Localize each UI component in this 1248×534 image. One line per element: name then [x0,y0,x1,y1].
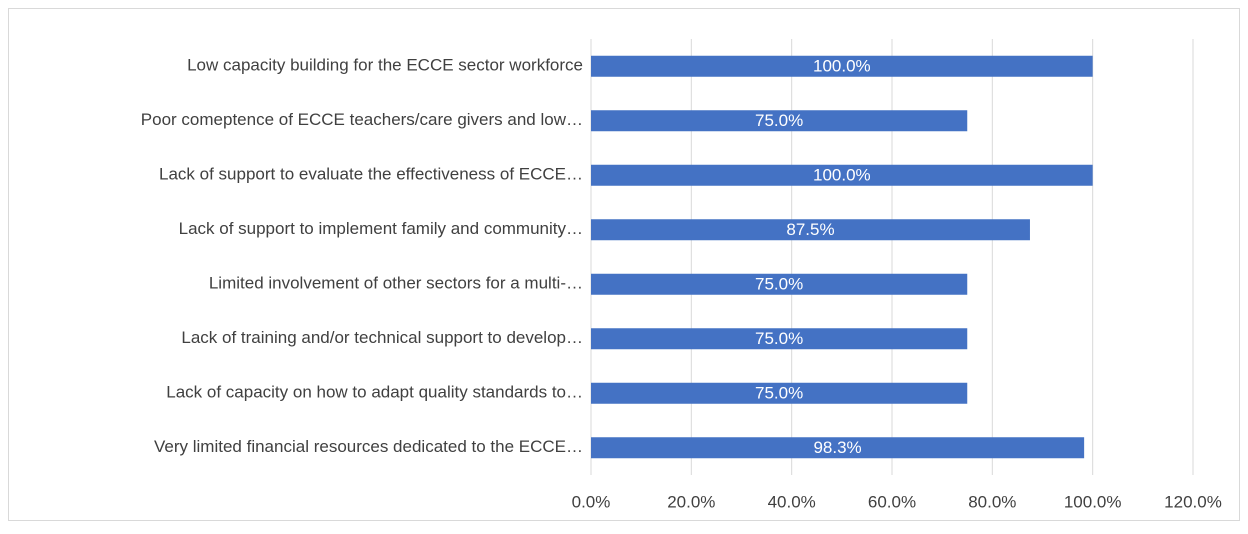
data-label: 75.0% [755,275,803,294]
data-label: 75.0% [755,111,803,130]
y-tick-label: Lack of training and/or technical suppor… [181,328,583,347]
x-tick-label: 20.0% [667,492,715,511]
y-tick-label: Poor comeptence of ECCE teachers/care gi… [141,110,583,129]
bar [591,55,1093,77]
data-label: 75.0% [755,384,803,403]
bar [591,328,968,350]
bar [591,110,968,132]
y-tick-label: Lack of capacity on how to adapt quality… [166,383,583,402]
data-label: 100.0% [813,166,871,185]
x-tick-label: 60.0% [868,492,916,511]
data-label: 100.0% [813,57,871,76]
bar [591,382,968,404]
y-tick-label: Lack of support to evaluate the effectiv… [159,165,583,184]
x-tick-label: 80.0% [968,492,1016,511]
x-tick-label: 40.0% [768,492,816,511]
y-tick-label: Low capacity building for the ECCE secto… [187,56,583,75]
data-label: 98.3% [813,438,861,457]
bar [591,219,1030,241]
bar [591,273,968,295]
x-tick-label: 0.0% [572,492,611,511]
data-label: 87.5% [786,220,834,239]
y-tick-label: Very limited financial resources dedicat… [154,437,583,456]
bar [591,437,1085,459]
y-tick-label: Lack of support to implement family and … [179,219,583,238]
y-tick-label: Limited involvement of other sectors for… [209,274,583,293]
data-label: 75.0% [755,329,803,348]
bar [591,164,1093,186]
x-tick-label: 120.0% [1164,492,1222,511]
x-tick-label: 100.0% [1064,492,1122,511]
chart-frame [8,8,1240,521]
